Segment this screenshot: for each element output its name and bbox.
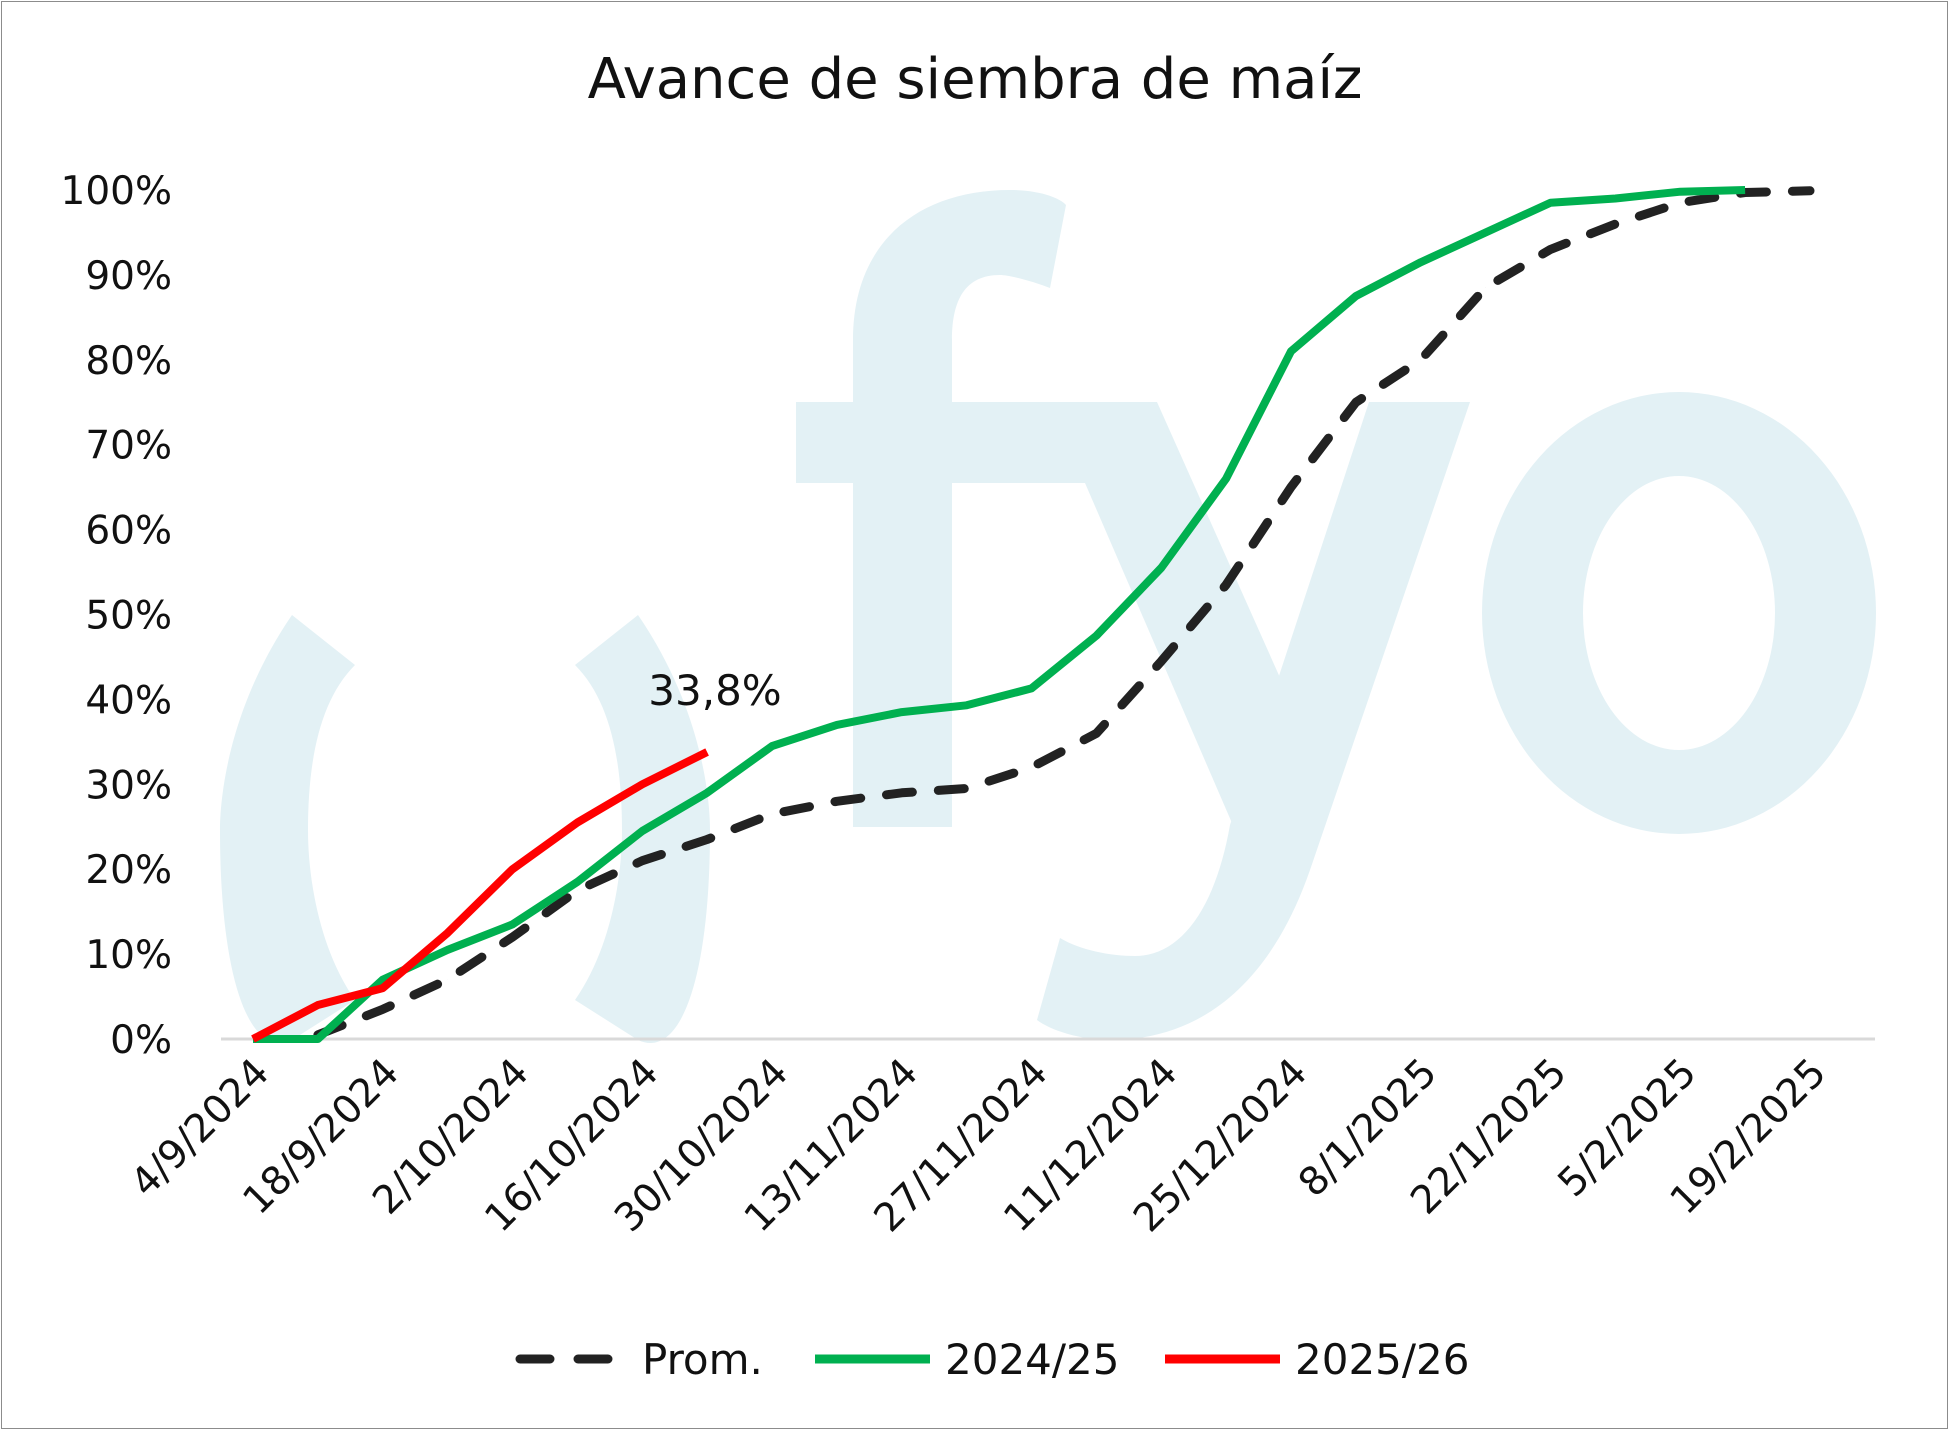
legend: Prom. 2024/25 2025/26	[515, 1335, 1469, 1384]
watermark-y-left-arm-shape	[1085, 402, 1290, 830]
y-tick-label: 50%	[85, 594, 172, 639]
watermark-left-paren-shape	[220, 615, 355, 1044]
y-tick-label: 10%	[85, 933, 172, 978]
series-line-prom-	[313, 186, 1815, 1040]
y-tick-label: 80%	[85, 339, 172, 384]
y-tick-label: 30%	[85, 763, 172, 808]
y-tick-label: 60%	[85, 509, 172, 554]
series-line-2025-26	[251, 748, 709, 1043]
fyo-watermark-logo	[220, 190, 1876, 1044]
legend-label: 2025/26	[1295, 1335, 1469, 1384]
y-tick-label: 100%	[61, 169, 173, 214]
watermark-y-right-arm-shape	[1037, 402, 1470, 1040]
watermark-f-shape	[853, 190, 1066, 827]
y-tick-label: 0%	[110, 1018, 172, 1063]
series-line-2024-25	[253, 186, 1746, 1043]
watermark-o-shape	[1482, 392, 1876, 834]
chart-title: Avance de siembra de maíz	[588, 47, 1363, 112]
legend-label: 2024/25	[945, 1335, 1119, 1384]
y-tick-label: 40%	[85, 678, 172, 723]
legend-label: Prom.	[642, 1335, 763, 1384]
data-label-2025-26-last: 33,8%	[648, 666, 781, 715]
y-tick-label: 70%	[85, 424, 172, 469]
y-tick-label: 20%	[85, 848, 172, 893]
watermark-f-crossbar-shape	[796, 402, 1157, 483]
y-tick-label: 90%	[85, 254, 172, 299]
